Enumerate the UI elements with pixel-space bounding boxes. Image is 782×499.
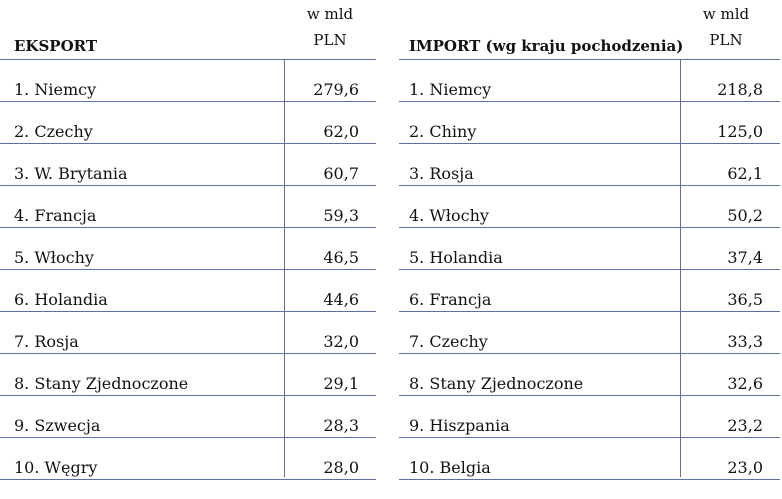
country-label: 7. Rosja xyxy=(14,332,79,351)
value-cell: 279,6 xyxy=(313,80,359,99)
country-label: 2. Czechy xyxy=(14,122,93,141)
table-row: 6. Francja 36,5 xyxy=(399,270,780,312)
import-table: IMPORT (wg kraju pochodzenia) w mld PLN … xyxy=(399,0,780,480)
table-row: 9. Szwecja 28,3 xyxy=(0,396,376,438)
country-label: 6. Holandia xyxy=(14,290,108,309)
table-row: 5. Holandia 37,4 xyxy=(399,228,780,270)
value-cell: 59,3 xyxy=(323,206,359,225)
import-unit: w mld PLN xyxy=(680,1,772,53)
import-column-divider xyxy=(680,59,681,477)
import-title: IMPORT (wg kraju pochodzenia) xyxy=(409,37,684,55)
value-cell: 62,1 xyxy=(727,164,763,183)
table-row: 7. Rosja 32,0 xyxy=(0,312,376,354)
import-unit-line2: PLN xyxy=(709,31,743,49)
table-row: 4. Francja 59,3 xyxy=(0,186,376,228)
country-label: 6. Francja xyxy=(409,290,492,309)
table-row: 2. Czechy 62,0 xyxy=(0,102,376,144)
country-label: 3. Rosja xyxy=(409,164,474,183)
country-label: 4. Francja xyxy=(14,206,97,225)
value-cell: 125,0 xyxy=(717,122,763,141)
import-header: IMPORT (wg kraju pochodzenia) w mld PLN xyxy=(399,0,780,59)
table-row: 6. Holandia 44,6 xyxy=(0,270,376,312)
table-row: 8. Stany Zjednoczone 32,6 xyxy=(399,354,780,396)
value-cell: 46,5 xyxy=(323,248,359,267)
table-row: 5. Włochy 46,5 xyxy=(0,228,376,270)
table-row: 9. Hiszpania 23,2 xyxy=(399,396,780,438)
export-column-divider xyxy=(284,59,285,477)
country-label: 5. Holandia xyxy=(409,248,503,267)
country-label: 9. Hiszpania xyxy=(409,416,510,435)
table-row: 10. Węgry 28,0 xyxy=(0,438,376,480)
value-cell: 23,2 xyxy=(727,416,763,435)
value-cell: 50,2 xyxy=(727,206,763,225)
import-rows: 1. Niemcy 218,8 2. Chiny 125,0 3. Rosja … xyxy=(399,59,780,480)
country-label: 1. Niemcy xyxy=(14,80,97,99)
value-cell: 29,1 xyxy=(323,374,359,393)
country-label: 7. Czechy xyxy=(409,332,488,351)
country-label: 2. Chiny xyxy=(409,122,477,141)
import-unit-line1: w mld xyxy=(702,5,750,23)
value-cell: 44,6 xyxy=(323,290,359,309)
table-row: 4. Włochy 50,2 xyxy=(399,186,780,228)
table-row: 3. Rosja 62,1 xyxy=(399,144,780,186)
value-cell: 32,6 xyxy=(727,374,763,393)
value-cell: 37,4 xyxy=(727,248,763,267)
country-label: 10. Węgry xyxy=(14,458,98,477)
table-row: 3. W. Brytania 60,7 xyxy=(0,144,376,186)
export-table: EKSPORT w mld PLN 1. Niemcy 279,6 2. Cze… xyxy=(0,0,376,480)
table-row: 1. Niemcy 279,6 xyxy=(0,60,376,102)
table-row: 1. Niemcy 218,8 xyxy=(399,60,780,102)
value-cell: 33,3 xyxy=(727,332,763,351)
country-label: 8. Stany Zjednoczone xyxy=(409,374,584,393)
export-title: EKSPORT xyxy=(14,37,98,55)
export-header: EKSPORT w mld PLN xyxy=(0,0,376,59)
value-cell: 62,0 xyxy=(323,122,359,141)
value-cell: 28,0 xyxy=(323,458,359,477)
value-cell: 28,3 xyxy=(323,416,359,435)
table-row: 10. Belgia 23,0 xyxy=(399,438,780,480)
table-row: 8. Stany Zjednoczone 29,1 xyxy=(0,354,376,396)
country-label: 4. Włochy xyxy=(409,206,489,225)
export-unit: w mld PLN xyxy=(284,1,376,53)
country-label: 3. W. Brytania xyxy=(14,164,128,183)
value-cell: 218,8 xyxy=(717,80,763,99)
value-cell: 23,0 xyxy=(727,458,763,477)
table-row: 7. Czechy 33,3 xyxy=(399,312,780,354)
value-cell: 36,5 xyxy=(727,290,763,309)
table-row: 2. Chiny 125,0 xyxy=(399,102,780,144)
country-label: 1. Niemcy xyxy=(409,80,492,99)
country-label: 10. Belgia xyxy=(409,458,491,477)
export-unit-line1: w mld xyxy=(306,5,354,23)
country-label: 5. Włochy xyxy=(14,248,94,267)
value-cell: 60,7 xyxy=(323,164,359,183)
country-label: 8. Stany Zjednoczone xyxy=(14,374,189,393)
country-label: 9. Szwecja xyxy=(14,416,101,435)
export-unit-line2: PLN xyxy=(313,31,347,49)
value-cell: 32,0 xyxy=(323,332,359,351)
export-rows: 1. Niemcy 279,6 2. Czechy 62,0 3. W. Bry… xyxy=(0,59,376,480)
